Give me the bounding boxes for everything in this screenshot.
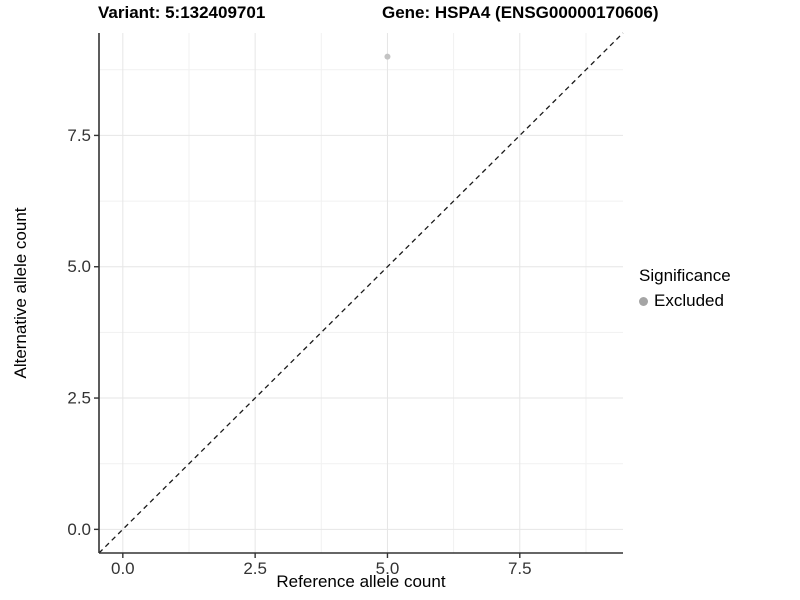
y-tick-label: 7.5 — [67, 126, 91, 145]
legend: Significance Excluded — [639, 266, 731, 311]
data-point — [384, 53, 391, 60]
legend-item-label: Excluded — [654, 291, 724, 310]
y-tick-label: 2.5 — [67, 389, 91, 408]
y-tick-label: 5.0 — [67, 257, 91, 276]
legend-title: Significance — [639, 266, 731, 285]
x-tick-label: 7.5 — [508, 559, 532, 578]
x-tick-label: 0.0 — [111, 559, 135, 578]
x-axis-title: Reference allele count — [276, 572, 446, 591]
legend-item-excluded: Excluded — [639, 291, 731, 311]
x-tick-label: 5.0 — [376, 559, 400, 578]
x-tick-label: 2.5 — [243, 559, 267, 578]
gene-title: Gene: HSPA4 (ENSG00000170606) — [382, 3, 659, 22]
variant-title: Variant: 5:132409701 — [98, 3, 266, 22]
y-axis-title: Alternative allele count — [11, 207, 30, 379]
y-tick-label: 0.0 — [67, 520, 91, 539]
identity-line — [98, 32, 624, 554]
legend-key-dot — [639, 296, 648, 306]
